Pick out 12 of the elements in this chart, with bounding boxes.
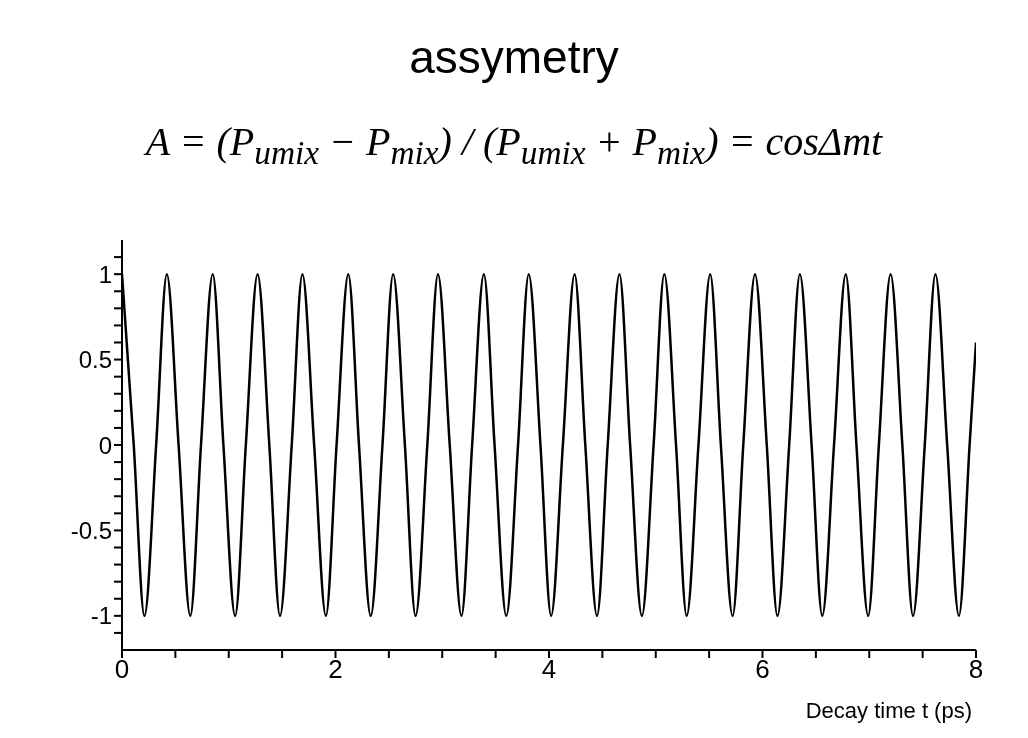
- text: A = (P$_{umix}$ − P$_{mix}$) / (P$_{umix}$ + P$_{mix}$) = cosΔmt: [145, 119, 883, 171]
- x-tick-label: 4: [541, 654, 557, 685]
- x-tick-label: 2: [328, 654, 343, 685]
- x-tick-label: 6: [755, 654, 770, 685]
- y-tick-label: -1: [90, 602, 112, 630]
- y-tick-label: 0.5: [78, 346, 112, 374]
- x-axis-title: Decay time t (ps): [805, 698, 972, 723]
- chart-title: assymetry: [408, 30, 620, 84]
- y-tick-label: 1: [98, 260, 112, 288]
- x-tick-label: 8: [968, 654, 984, 685]
- y-tick-label: 0: [98, 431, 112, 459]
- y-tick-label: -0.5: [70, 516, 112, 544]
